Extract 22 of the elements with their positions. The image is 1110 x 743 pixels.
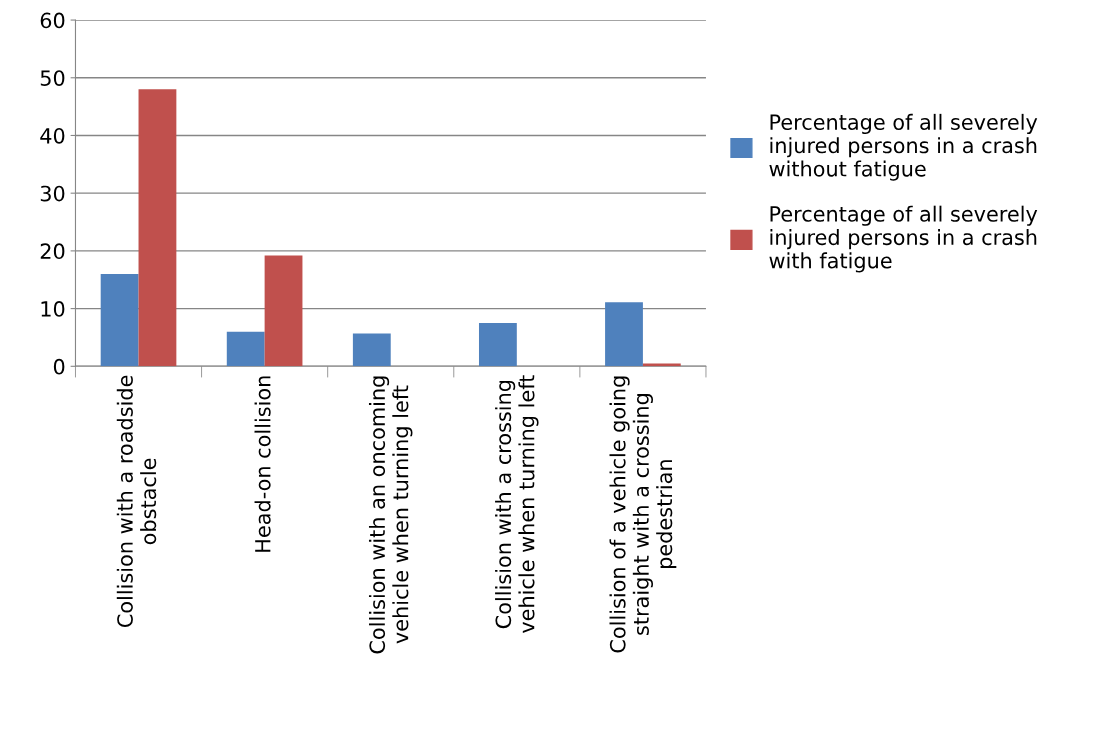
y-tick-label: 10: [41, 301, 65, 317]
y-tick-label: 20: [40, 243, 65, 260]
y-tick-label: 0: [53, 358, 65, 375]
bar: [642, 363, 681, 367]
bar: [478, 323, 517, 367]
y-tick-label: 50: [40, 70, 65, 86]
bar: [226, 331, 265, 367]
bar: [264, 255, 303, 367]
x-tick-label: Collision with a roadside obstacle: [116, 375, 157, 628]
bar: [138, 89, 177, 367]
y-tick-label: 60: [40, 12, 65, 29]
y-tick-label: 30: [40, 185, 65, 202]
legend-label: Percentage of all severely injured persons in a crash without fatigue: [769, 113, 1038, 181]
x-tick-label: Head-on collision: [254, 376, 271, 552]
bar: [605, 302, 643, 367]
x-tick-label: Collision with an oncoming vehicle when turning left: [368, 376, 413, 654]
y-tick-label: 40: [40, 127, 65, 144]
x-tick-label: Collision of a vehicle going straight with a crossing pedestrian: [609, 376, 677, 653]
bar: [352, 333, 391, 367]
bar: [100, 273, 139, 367]
x-tick-label: Collision with a crossing vehicle when turning left: [495, 375, 539, 634]
legend-label: Percentage of all severely injured persons in a crash with fatigue: [769, 205, 1038, 273]
